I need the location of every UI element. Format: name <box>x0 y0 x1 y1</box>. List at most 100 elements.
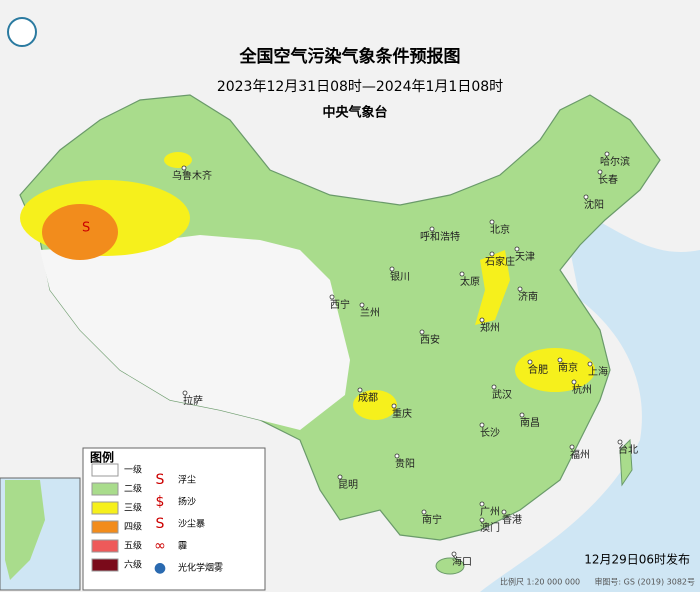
city-name: 西宁 <box>330 298 350 311</box>
city-dot <box>519 412 525 418</box>
city-dot <box>571 379 577 385</box>
city-dot <box>459 271 465 277</box>
city-dot <box>479 422 485 428</box>
legend-phenomenon: 霾 <box>178 541 187 552</box>
legend-level: 四级 <box>124 521 142 533</box>
city-name: 合肥 <box>528 363 548 376</box>
city-name: 西安 <box>420 333 440 346</box>
legend-phenomenon: 扬沙 <box>178 496 196 508</box>
hainan <box>435 557 465 575</box>
city-dot <box>429 226 435 232</box>
legend-swatch <box>91 463 119 477</box>
legend-swatch <box>91 558 119 572</box>
city-dot <box>479 517 485 523</box>
city-name: 哈尔滨 <box>600 155 630 168</box>
level-three-area <box>475 250 510 325</box>
city-name: 上海 <box>588 365 608 378</box>
city-dot <box>479 317 485 323</box>
city-name: 南京 <box>558 361 578 374</box>
city-dot <box>182 390 188 396</box>
inset-land <box>5 480 45 580</box>
legend-phenomenon: 沙尘暴 <box>178 519 205 530</box>
city-name: 海口 <box>452 555 472 568</box>
city-dot <box>489 251 495 257</box>
city-name: 沈阳 <box>584 198 604 211</box>
city-dot <box>389 266 395 272</box>
legend-swatch <box>91 501 119 515</box>
legend-icon: S <box>156 516 165 532</box>
city-dot <box>617 439 623 445</box>
legend-icon: ∞ <box>154 538 166 554</box>
city-name: 南宁 <box>422 513 442 526</box>
city-name: 郑州 <box>480 321 500 334</box>
city-dot <box>569 444 575 450</box>
city-name: 武汉 <box>492 388 512 401</box>
city-name: 杭州 <box>572 383 592 396</box>
logo <box>7 17 37 47</box>
city-name: 长春 <box>598 174 618 186</box>
taiwan <box>619 438 633 487</box>
legend-phenomenon: 光化学烟雾 <box>178 562 223 574</box>
dust-symbol: S <box>82 221 90 236</box>
city-dot <box>329 294 335 300</box>
city-name: 南昌 <box>520 416 540 429</box>
city-name: 济南 <box>518 290 538 303</box>
legend-icon: S <box>156 472 165 488</box>
legend-title: 图例 <box>90 450 114 465</box>
legend-swatch <box>91 520 119 534</box>
city-name: 重庆 <box>392 407 412 420</box>
legend-icon: ● <box>154 560 166 576</box>
city-name: 广州 <box>480 506 500 518</box>
city-dot <box>501 509 507 515</box>
city-name: 贵阳 <box>395 457 415 470</box>
legend-level: 三级 <box>124 502 142 514</box>
city-dot <box>479 501 485 507</box>
city-dot <box>337 474 343 480</box>
city-name: 北京 <box>490 223 510 236</box>
city-dot <box>557 357 563 363</box>
city-dot <box>419 329 425 335</box>
city-name: 呼和浩特 <box>420 231 460 243</box>
city-dot <box>181 165 187 171</box>
city-dot <box>527 359 533 365</box>
legend-level: 一级 <box>124 464 142 476</box>
city-dot <box>359 302 365 308</box>
city-name: 成都 <box>358 392 378 404</box>
city-name: 乌鲁木齐 <box>172 169 212 182</box>
city-dot <box>514 246 520 252</box>
city-name: 昆明 <box>338 479 358 491</box>
sea <box>480 200 700 592</box>
city-dot <box>604 151 610 157</box>
legend-icon: $ <box>156 494 165 510</box>
legend-swatch <box>91 539 119 553</box>
city-dot <box>597 169 603 175</box>
city-name: 澳门 <box>480 521 500 534</box>
city-dot <box>583 194 589 200</box>
city-dot <box>421 509 427 515</box>
legend-swatch <box>91 482 119 496</box>
legend-level: 二级 <box>124 483 142 495</box>
city-name: 太原 <box>460 275 480 288</box>
city-dot <box>451 551 457 557</box>
issuer: 中央气象台 <box>322 105 387 121</box>
city-name: 银川 <box>390 270 410 283</box>
level-three-area <box>164 152 192 168</box>
city-name: 拉萨 <box>183 394 203 407</box>
city-name: 石家庄 <box>485 255 515 268</box>
city-dot <box>357 387 363 393</box>
legend-level: 六级 <box>124 559 142 571</box>
review-number: 审图号: GS (2019) 3082号 <box>594 577 695 587</box>
city-dot <box>489 219 495 225</box>
city-dot <box>517 286 523 292</box>
city-dot <box>491 384 497 390</box>
city-name: 兰州 <box>360 306 380 319</box>
title: 全国空气污染气象条件预报图 <box>239 46 461 67</box>
level-one-area <box>40 235 350 430</box>
legend-level: 五级 <box>124 540 142 552</box>
city-name: 天津 <box>515 251 535 263</box>
level-three-area <box>353 390 397 420</box>
city-name: 台北 <box>618 443 638 456</box>
